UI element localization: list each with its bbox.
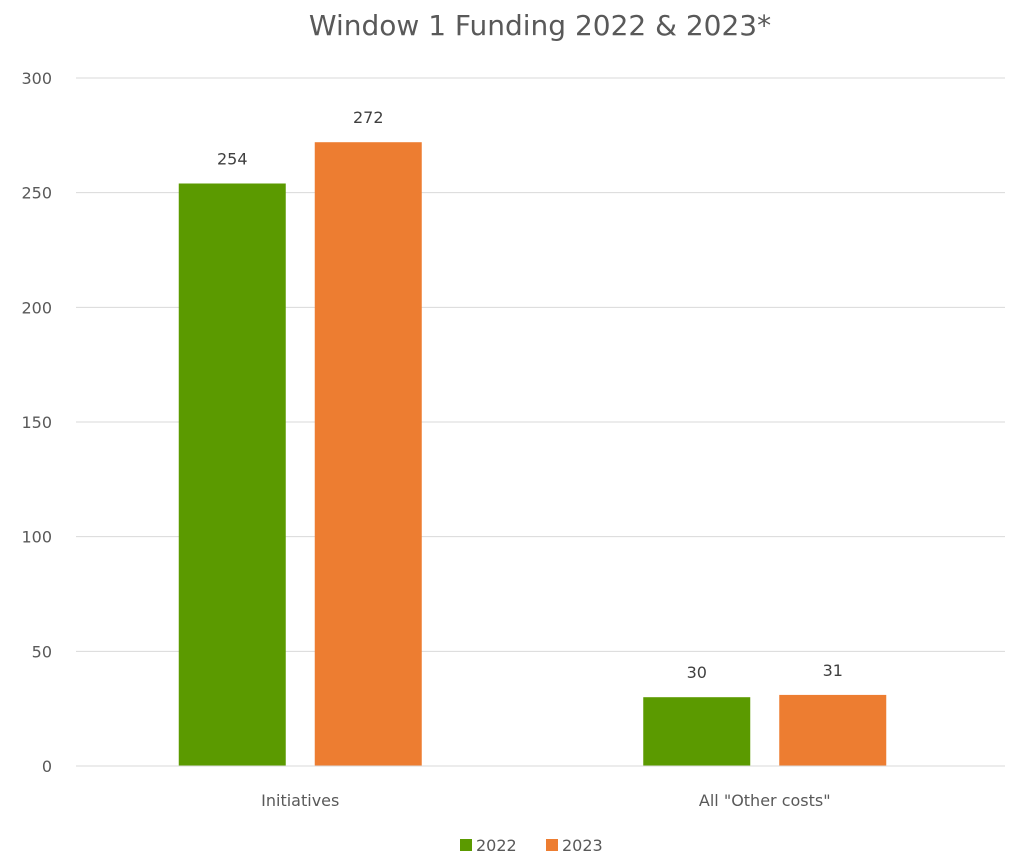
y-tick-label: 50 bbox=[32, 642, 52, 661]
y-tick-label: 0 bbox=[42, 757, 52, 776]
x-tick-label: Initiatives bbox=[261, 791, 339, 810]
y-tick-label: 150 bbox=[21, 413, 52, 432]
bars bbox=[178, 142, 887, 767]
data-label: 272 bbox=[353, 108, 384, 127]
legend-swatch bbox=[460, 839, 472, 851]
data-labels: 254 272 30 31 bbox=[217, 108, 843, 682]
y-tick-label: 300 bbox=[21, 69, 52, 88]
bar bbox=[779, 694, 887, 766]
legend-label: 2022 bbox=[476, 836, 517, 855]
legend-label: 2023 bbox=[562, 836, 603, 855]
y-tick-label: 200 bbox=[21, 298, 52, 317]
data-label: 254 bbox=[217, 149, 248, 168]
chart-title: Window 1 Funding 2022 & 2023* bbox=[309, 9, 771, 42]
bar bbox=[178, 183, 286, 766]
bar bbox=[314, 142, 422, 767]
data-label: 30 bbox=[687, 663, 707, 682]
x-axis: Initiatives All "Other costs" bbox=[76, 765, 1005, 810]
legend: 2022 2023 bbox=[460, 836, 603, 855]
x-tick-label: All "Other costs" bbox=[699, 791, 831, 810]
legend-swatch bbox=[546, 839, 558, 851]
y-axis: 0 50 100 150 200 250 300 bbox=[21, 69, 52, 776]
data-label: 31 bbox=[823, 661, 843, 680]
y-tick-label: 250 bbox=[21, 184, 52, 203]
bar bbox=[643, 697, 751, 766]
y-tick-label: 100 bbox=[21, 528, 52, 547]
